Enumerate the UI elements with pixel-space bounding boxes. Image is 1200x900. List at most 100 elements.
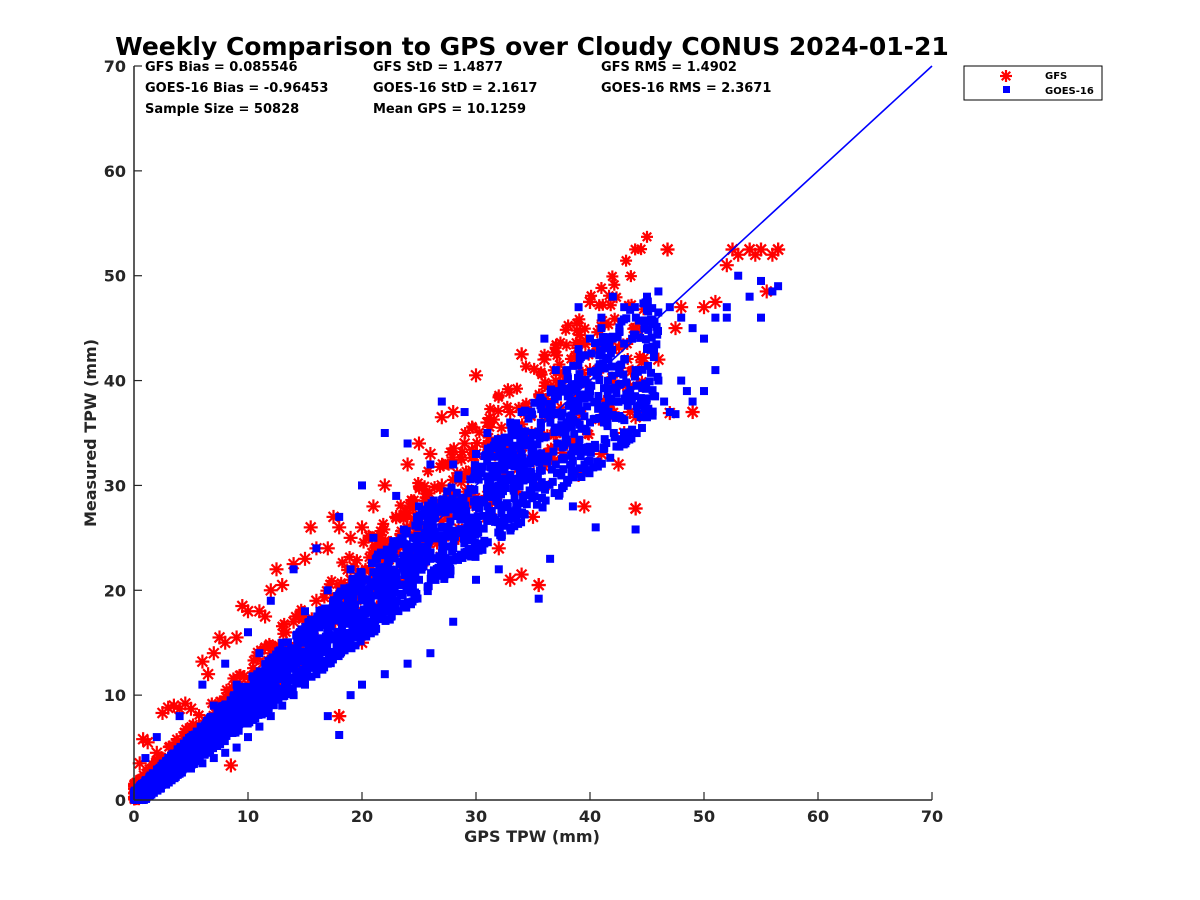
goes16-point [323,712,332,721]
x-axis-label: GPS TPW (mm) [464,827,600,846]
stat-gfs-rms: GFS RMS = 1.4902 [601,60,737,75]
goes16-point [500,465,509,474]
gfs-point [263,637,276,650]
goes16-point [336,644,345,653]
goes16-point [333,627,342,636]
goes16-point [557,412,566,421]
stat-gfs-bias: GFS Bias = 0.085546 [145,60,298,75]
goes16-point [407,569,416,578]
goes16-point [148,784,157,793]
goes16-point [290,652,299,661]
goes16-point [464,523,473,532]
goes16-point [563,366,572,375]
goes16-point [377,600,386,609]
goes16-point [352,585,361,594]
goes16-point [301,607,309,616]
goes16-point [565,412,574,421]
goes16-point [489,489,498,498]
goes16-point [608,411,617,420]
goes16-point [426,554,435,563]
goes16-point [442,500,451,509]
goes16-point [422,557,431,566]
goes16-point [499,474,508,483]
goes16-point [550,489,559,498]
goes16-point [682,387,691,396]
goes16-point [267,675,276,684]
stats-block: GFS Bias = 0.085546 GFS StD = 1.4877 GFS… [145,60,771,117]
goes16-point [446,517,455,526]
gfs-point [606,270,619,283]
goes16-point [631,313,640,322]
goes16-point [337,623,346,632]
goes16-point [470,538,479,547]
goes16-point [616,379,625,388]
goes16-point [328,603,337,612]
goes16-point [241,715,250,724]
goes16-point [631,525,640,534]
goes16-point [576,406,585,415]
goes16-point [404,581,413,590]
goes16-point [642,384,651,393]
goes16-point [279,692,288,701]
gfs-point [332,709,347,724]
goes16-point [413,531,422,540]
goes16-point [512,506,521,515]
goes16-point [535,434,544,443]
goes16-point [587,367,596,376]
x-tick-labels: 0 10 20 30 40 50 60 70 [128,792,943,826]
goes16-point [483,472,492,481]
stat-goes-bias: GOES-16 Bias = -0.96453 [145,81,328,96]
goes16-point [371,555,380,564]
gfs-point [503,572,518,587]
y-tick-label: 20 [104,581,126,600]
gfs-point [660,242,675,257]
goes16-point [349,592,358,601]
goes16-point [619,370,628,379]
goes16-point [292,674,301,683]
goes16-point [519,510,528,519]
goes16-point [643,413,651,422]
goes16-point [512,429,521,438]
goes16-point [586,418,594,427]
goes16-point [169,756,178,765]
gfs-point [480,415,495,430]
goes16-point [536,423,545,432]
goes16-point [641,335,650,344]
goes16-point [636,413,645,422]
goes16-point [353,574,362,583]
gfs-point [446,405,461,420]
goes16-point [351,600,360,609]
gfs-point [195,654,210,669]
goes16-point [203,724,212,733]
goes16-point [757,276,765,285]
goes16-point [392,596,401,605]
goes16-point [594,391,603,400]
goes16-point [272,650,281,659]
goes16-point [198,680,207,689]
goes16-point [269,663,278,672]
goes16-point [575,464,584,473]
goes16-point [369,533,378,542]
goes16-point [452,552,461,561]
goes16-point [261,689,270,698]
goes16-point [454,502,463,511]
goes16-point [607,384,616,393]
goes16-point [507,423,516,432]
goes16-point [615,327,624,336]
gfs-point [275,578,290,593]
goes16-point [563,392,572,401]
goes16-point [641,298,650,307]
goes16-point [471,552,480,561]
y-tick-label: 10 [104,686,126,705]
goes16-point [470,474,479,483]
goes16-point [293,656,302,665]
goes16-point [641,379,650,388]
goes16-point [592,371,601,380]
goes16-point [479,524,488,533]
stat-gfs-std: GFS StD = 1.4877 [373,60,503,75]
goes16-point [258,675,267,684]
goes16-point [486,476,495,485]
gfs-point [269,562,284,577]
goes16-point [596,338,605,347]
goes16-point [289,565,298,574]
